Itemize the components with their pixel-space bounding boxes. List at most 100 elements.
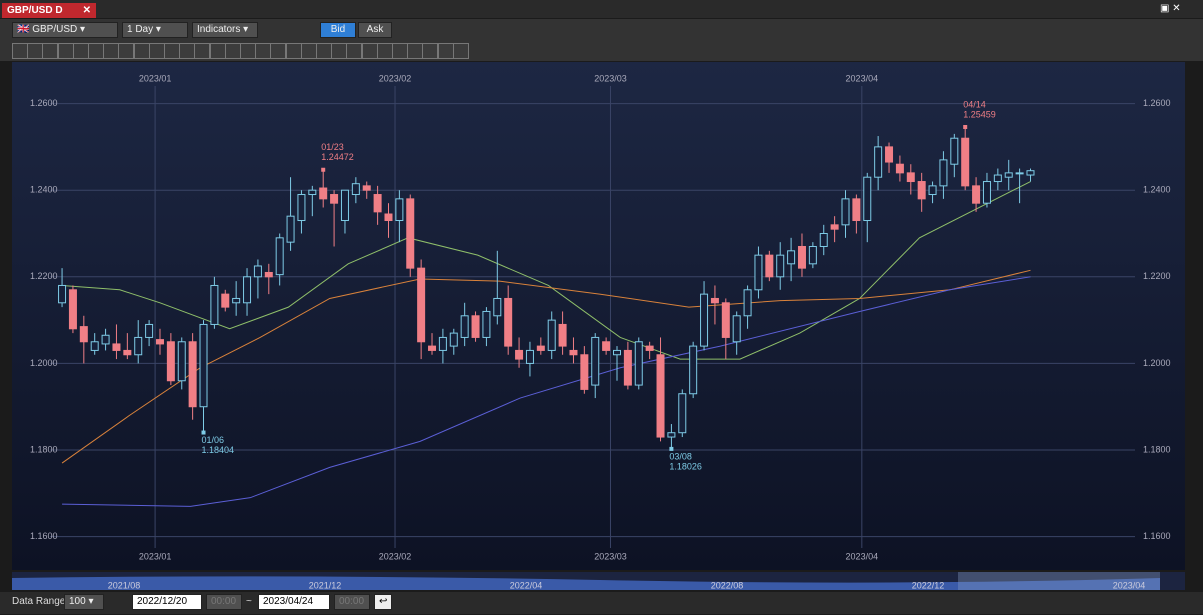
- from-date[interactable]: 2022/12/20: [132, 594, 202, 610]
- candle-body: [243, 276, 252, 304]
- indicators: Indicators: [197, 24, 241, 35]
- y-tick-label: 1.2200: [30, 271, 58, 281]
- candle-body: [928, 185, 937, 196]
- candle-body: [460, 315, 469, 338]
- y-tick-label: 1.2400: [30, 185, 58, 195]
- candle-body: [721, 302, 730, 338]
- candle-body: [166, 341, 175, 382]
- candle-body: [885, 146, 894, 163]
- from-time-text: 00:00: [211, 596, 237, 607]
- candle-body: [961, 137, 970, 187]
- window-buttons[interactable]: ▣ ✕: [1160, 3, 1181, 14]
- y-tick-label-right: 1.2400: [1143, 185, 1171, 195]
- from-time[interactable]: 00:00: [206, 594, 242, 610]
- close[interactable]: ✕: [82, 5, 91, 16]
- annotation-price: 1.18026: [669, 461, 702, 471]
- y-tick-label: 1.1600: [30, 531, 58, 541]
- y-tick-label-right: 1.2000: [1143, 358, 1171, 368]
- annotation-date: 01/06: [202, 435, 225, 445]
- candle-body: [493, 297, 502, 317]
- y-tick-label-right: 1.1800: [1143, 444, 1171, 454]
- candle-body: [743, 289, 752, 317]
- symbol: GBP/USD: [32, 24, 78, 35]
- candle-body: [384, 213, 393, 222]
- candle-body: [210, 284, 219, 325]
- candle-body: [515, 349, 524, 360]
- from-date-text: 2022/12/20: [137, 596, 188, 607]
- candle-body: [482, 310, 491, 338]
- ask-button[interactable]: Ask: [358, 22, 392, 38]
- y-tick-label-right: 1.2200: [1143, 271, 1171, 281]
- y-tick-label-right: 1.1600: [1143, 531, 1171, 541]
- extreme-marker: [669, 446, 674, 451]
- candle-body: [232, 297, 241, 304]
- candle-body: [972, 185, 981, 204]
- candle-body: [362, 185, 371, 191]
- candle-body: [591, 336, 600, 386]
- count-select[interactable]: 100 ▾: [64, 594, 104, 610]
- candle-body: [776, 254, 785, 278]
- candle-body: [667, 432, 676, 438]
- candle-body: [895, 163, 904, 174]
- candle-body: [754, 254, 763, 291]
- candle-body: [602, 341, 611, 351]
- x-tick-label-bottom: 2023/02: [379, 551, 412, 561]
- y-tick-label: 1.2600: [30, 98, 58, 108]
- candle-body: [656, 354, 665, 438]
- reset-button[interactable]: ↩: [374, 594, 392, 610]
- tab[interactable]: GBP/USD D ✕: [2, 3, 96, 18]
- navigator-label: 2023/04: [1113, 580, 1146, 590]
- candle-body: [330, 194, 339, 204]
- indicators-button[interactable]: Indicators ▾: [192, 22, 258, 38]
- candle-body: [623, 349, 632, 386]
- candle-body: [199, 323, 208, 408]
- candle-body: [68, 289, 77, 330]
- navigator-label: 2022/12: [912, 580, 945, 590]
- period-select[interactable]: 1 Day ▾: [122, 22, 188, 38]
- plot-background: [12, 62, 1185, 570]
- candle-body: [950, 137, 959, 165]
- bid-button[interactable]: Bid: [320, 22, 356, 38]
- candle-body: [308, 189, 317, 196]
- candle-body: [90, 341, 99, 351]
- navigator-window[interactable]: [958, 572, 1160, 590]
- x-tick-label-top: 2023/03: [594, 73, 627, 83]
- ask: Ask: [366, 24, 384, 35]
- candle-body: [471, 315, 480, 338]
- candle-body: [993, 174, 1002, 183]
- candle-body: [417, 267, 426, 343]
- symbol-select[interactable]: 🇬🇧 GBP/USD ▾: [12, 22, 118, 38]
- candle-body: [297, 194, 306, 222]
- candle-body: [765, 254, 774, 278]
- navigator-label: 2021/08: [108, 580, 141, 590]
- candle-body: [569, 349, 578, 356]
- candle-body: [134, 336, 143, 356]
- candle-body: [504, 297, 513, 347]
- data-range-label: Data Range:: [12, 596, 69, 607]
- candle-body: [101, 334, 110, 345]
- candle-body: [547, 319, 556, 351]
- y-tick-label: 1.1800: [30, 444, 58, 454]
- x-tick-label-bottom: 2023/01: [139, 551, 172, 561]
- to-date[interactable]: 2023/04/24: [258, 594, 330, 610]
- candle-body: [645, 345, 654, 351]
- extreme-marker: [201, 430, 206, 435]
- to-time[interactable]: 00:00: [334, 594, 370, 610]
- candle-body: [319, 187, 328, 200]
- candle-body: [1015, 172, 1024, 175]
- candle-body: [351, 183, 360, 196]
- candle-body: [797, 245, 806, 269]
- annotation-price: 1.18404: [202, 445, 235, 455]
- y-tick-label: 1.2000: [30, 358, 58, 368]
- candle-body: [710, 297, 719, 304]
- tool-icon[interactable]: [452, 43, 469, 59]
- candle-body: [906, 172, 915, 183]
- candle-body: [580, 354, 589, 390]
- candle-body: [525, 349, 534, 364]
- candle-body: [917, 181, 926, 200]
- x-tick-label-bottom: 2023/03: [594, 551, 627, 561]
- candle-body: [874, 146, 883, 178]
- candle-body: [177, 341, 186, 382]
